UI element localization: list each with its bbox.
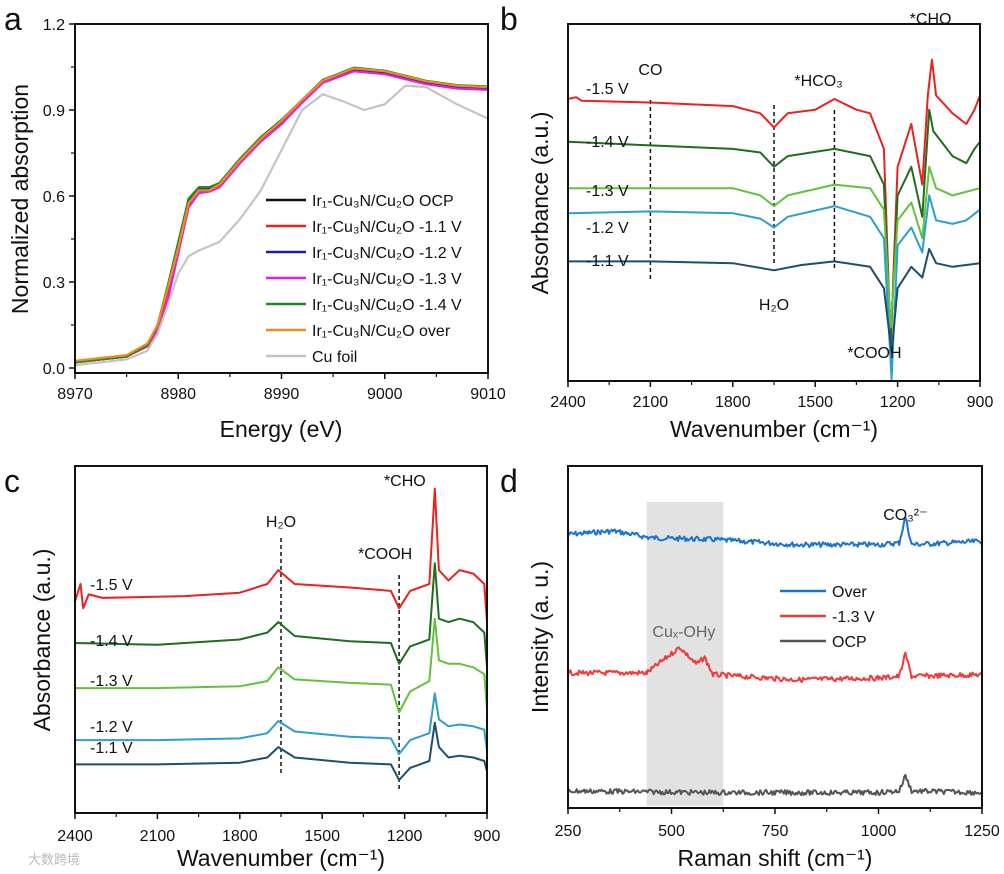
y-axis-title: Absorbance (a.u.) bbox=[29, 549, 55, 732]
y-tick-label: 0.3 bbox=[43, 275, 65, 292]
x-tick-label: 1000 bbox=[861, 823, 897, 840]
annotation-label: CO₃²⁻ bbox=[883, 507, 927, 524]
panel-c: c 2400 2100 1800 1500 1200 900 Wavenumber (cm⁻¹… bbox=[4, 463, 500, 871]
series-line-Ir-Cu-N-Cu-O-1.1-V bbox=[74, 68, 489, 364]
series-label: -1.5 V bbox=[90, 577, 133, 594]
x-tick-label: 500 bbox=[658, 823, 685, 840]
annotation-label: *CHO bbox=[910, 11, 952, 28]
series-line--1.3-V bbox=[567, 646, 983, 684]
series-line--1.2-V bbox=[567, 194, 981, 381]
series-line-Ir-Cu-N-Cu-O-1.2-V bbox=[74, 67, 489, 364]
x-tick-label: 9010 bbox=[470, 386, 506, 403]
series-line--1.2-V bbox=[75, 692, 488, 755]
series-line--1.5-V bbox=[74, 487, 488, 623]
panel-letter: c bbox=[4, 463, 20, 499]
x-tick-label: 1250 bbox=[964, 823, 1000, 840]
series-line--1.3-V bbox=[568, 165, 981, 329]
x-tick-label: 900 bbox=[967, 394, 994, 411]
x-tick-label: 250 bbox=[555, 823, 582, 840]
annotation-label: *CHO bbox=[384, 473, 426, 490]
series-label: -1.3 V bbox=[90, 673, 133, 690]
legend-label: Ir₁-Cu₃N/Cu₂O -1.1 V bbox=[312, 219, 462, 236]
x-axis-title: Energy (eV) bbox=[220, 416, 343, 442]
annotation-label: CO bbox=[638, 62, 662, 79]
x-tick-label: 2100 bbox=[140, 828, 176, 845]
y-tick-label: 0.9 bbox=[43, 103, 65, 120]
legend-label: -1.3 V bbox=[832, 609, 875, 626]
series-line-Over bbox=[567, 516, 983, 549]
y-tick-label: 0.6 bbox=[43, 189, 65, 206]
x-tick-label: 2400 bbox=[550, 394, 586, 411]
x-tick-label: 9000 bbox=[367, 386, 403, 403]
x-axis-title: Wavenumber (cm⁻¹) bbox=[177, 845, 385, 871]
legend-label: Ir₁-Cu₃N/Cu₂O -1.2 V bbox=[312, 245, 462, 262]
x-tick-label: 2100 bbox=[633, 394, 669, 411]
x-axis-title: Wavenumber (cm⁻¹) bbox=[670, 416, 878, 442]
x-tick-label: 900 bbox=[474, 828, 501, 845]
x-axis-title: Raman shift (cm⁻¹) bbox=[678, 845, 873, 871]
series-line-Ir-Cu-N-Cu-O-1.3-V bbox=[74, 70, 489, 364]
series-line--1.4-V bbox=[74, 562, 488, 668]
series-line-Ir-Cu-N-Cu-O-over bbox=[74, 67, 489, 362]
series-line--1.5-V bbox=[567, 58, 981, 347]
y-axis-title: Absorbance (a.u.) bbox=[527, 112, 553, 295]
series-line-Ir-Cu-N-Cu-O-1.4-V bbox=[74, 66, 489, 364]
x-tick-label: 1800 bbox=[715, 394, 751, 411]
series-label: -1.1 V bbox=[90, 740, 133, 757]
series-label: -1.5 V bbox=[586, 81, 629, 98]
legend-label: Ir₁-Cu₃N/Cu₂O -1.4 V bbox=[312, 297, 462, 314]
x-tick-label: 8980 bbox=[160, 386, 196, 403]
annotation-label: *HCO₃ bbox=[794, 73, 842, 90]
legend-label: OCP bbox=[832, 634, 867, 651]
series-label: -1.3 V bbox=[586, 183, 629, 200]
panel-letter: b bbox=[500, 1, 518, 37]
annotation-label: *COOH bbox=[847, 345, 901, 362]
watermark: 大数跨境 bbox=[28, 852, 80, 867]
x-tick-label: 1200 bbox=[880, 394, 916, 411]
y-axis-title: Normalized absorption bbox=[7, 84, 33, 314]
series-line--1.3-V bbox=[75, 617, 488, 714]
annotation-label: Cuₓ-OHy bbox=[652, 624, 715, 641]
y-tick-label: 1.2 bbox=[43, 17, 65, 34]
series-line-Ir-Cu-N-Cu-O-OCP bbox=[74, 67, 489, 364]
y-tick-label: 0.0 bbox=[43, 361, 65, 378]
y-axis-title: Intensity (a. u.) bbox=[527, 561, 553, 713]
legend-label: Ir₁-Cu₃N/Cu₂O over bbox=[312, 323, 451, 340]
series-line-OCP bbox=[567, 773, 983, 797]
panel-letter: a bbox=[4, 1, 22, 37]
x-tick-label: 1500 bbox=[304, 828, 340, 845]
series-label: -1.4 V bbox=[90, 633, 133, 650]
x-tick-label: 2400 bbox=[57, 828, 93, 845]
legend-label: Over bbox=[832, 584, 867, 601]
series-line-Cu-foil bbox=[74, 84, 489, 367]
legend-label: Ir₁-Cu₃N/Cu₂O OCP bbox=[312, 193, 454, 210]
annotation-label: H₂O bbox=[266, 514, 296, 531]
panel-d: d 250 500 750 1000 1250 Raman shift (cm⁻¹) Inte… bbox=[500, 463, 1000, 871]
x-tick-label: 8990 bbox=[264, 386, 300, 403]
annotation-label: H₂O bbox=[759, 297, 789, 314]
x-tick-label: 1500 bbox=[797, 394, 833, 411]
x-tick-label: 750 bbox=[762, 823, 789, 840]
x-tick-label: 8970 bbox=[57, 386, 93, 403]
legend-label: Cu foil bbox=[312, 349, 357, 366]
series-label: -1.1 V bbox=[586, 253, 629, 270]
x-tick-label: 1800 bbox=[222, 828, 258, 845]
series-label: -1.2 V bbox=[586, 220, 629, 237]
legend-label: Ir₁-Cu₃N/Cu₂O -1.3 V bbox=[312, 271, 462, 288]
x-tick-label: 1200 bbox=[387, 828, 423, 845]
series-label: -1.4 V bbox=[586, 134, 629, 151]
series-line--1.1-V bbox=[568, 247, 981, 354]
panel-b: b 2400 2100 1800 1500 1200 900 Wavenumber (cm⁻¹… bbox=[500, 1, 993, 442]
series-label: -1.2 V bbox=[90, 719, 133, 736]
annotation-label: *COOH bbox=[358, 546, 412, 563]
panel-letter: d bbox=[500, 463, 518, 499]
series-line--1.1-V bbox=[75, 721, 488, 781]
panel-a: a 8970 8980 8990 9000 9010 0.0 0.3 0.6 0.9 1.2 Ener… bbox=[4, 1, 506, 442]
